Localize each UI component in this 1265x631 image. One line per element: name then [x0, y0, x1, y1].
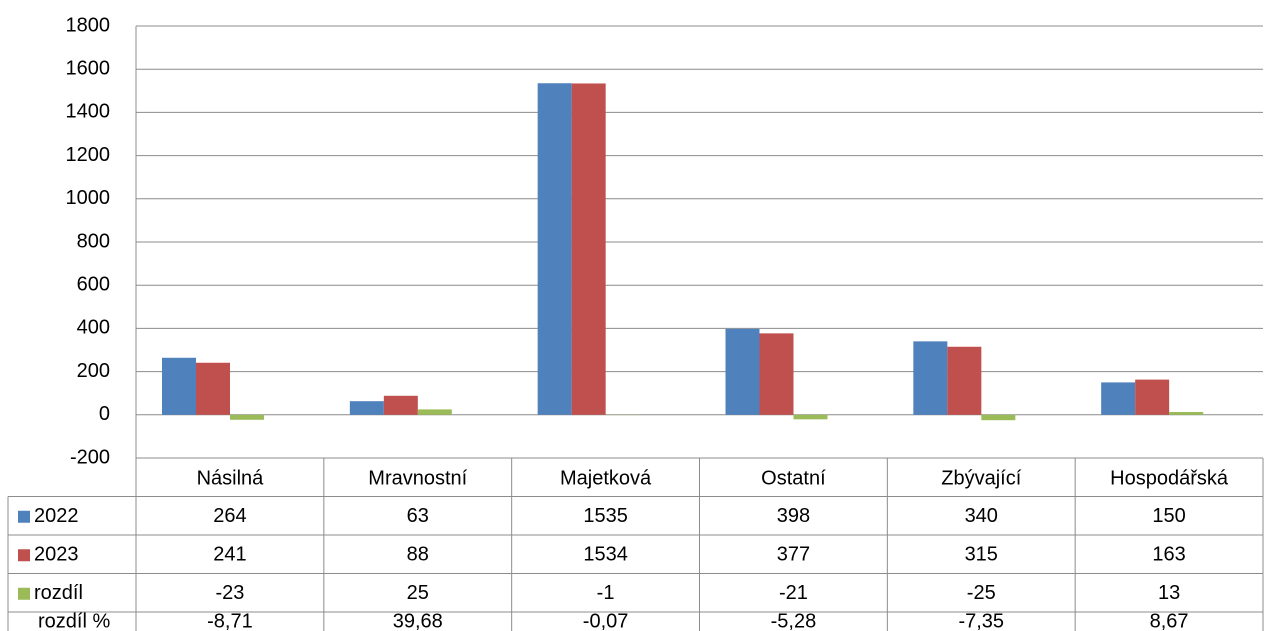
- y-tick-label: 800: [77, 230, 110, 252]
- table-value: -1: [597, 582, 615, 604]
- bar: [417, 409, 452, 415]
- x-tick-label: Hospodářská: [1110, 467, 1229, 489]
- legend-key: [18, 549, 30, 562]
- bar: [162, 357, 196, 415]
- table-value: 1534: [583, 544, 628, 566]
- table-value: -21: [779, 582, 808, 604]
- x-tick-label: Násilná: [197, 467, 265, 489]
- bar: [759, 333, 794, 415]
- legend-key: [18, 587, 30, 600]
- y-tick-label: 1400: [66, 101, 111, 123]
- bar: [981, 414, 1016, 421]
- bar: [1169, 411, 1204, 415]
- table-value: 377: [777, 544, 810, 566]
- bar: [349, 401, 384, 415]
- table-value: 315: [965, 544, 998, 566]
- table-value: 39,68: [393, 610, 443, 631]
- bar: [571, 83, 606, 415]
- table-value: 63: [407, 505, 429, 527]
- bar: [196, 362, 230, 415]
- legend-key: [18, 510, 30, 523]
- y-tick-label: 200: [77, 360, 110, 382]
- legend-label: 2023: [34, 544, 79, 566]
- x-tick-label: Ostatní: [761, 467, 826, 489]
- table-value: -23: [215, 582, 244, 604]
- table-value: 150: [1152, 505, 1185, 527]
- table-value: 1535: [583, 505, 628, 527]
- y-tick-label: 1800: [66, 14, 111, 36]
- x-tick-label: Zbývající: [941, 467, 1021, 489]
- y-tick-label: 1200: [66, 144, 111, 166]
- table-value: 13: [1158, 582, 1180, 604]
- table-value: -7,35: [958, 610, 1004, 631]
- table-value: 241: [213, 544, 246, 566]
- bar: [1135, 379, 1170, 415]
- bar: [537, 83, 572, 415]
- bar: [383, 395, 418, 415]
- table-value: 88: [407, 544, 429, 566]
- legend-label: rozdíl: [34, 582, 83, 604]
- y-tick-label: 400: [77, 317, 110, 339]
- table-value: -8,71: [207, 610, 253, 631]
- y-tick-label: -200: [70, 446, 110, 468]
- bar: [1101, 382, 1136, 415]
- x-tick-label: Mravnostní: [368, 467, 467, 489]
- y-tick-label: 600: [77, 273, 110, 295]
- x-tick-label: Majetková: [560, 467, 652, 489]
- bar: [913, 341, 948, 415]
- table-value: -5,28: [771, 610, 817, 631]
- table-value: 8,67: [1150, 610, 1189, 631]
- y-tick-label: 0: [99, 403, 110, 425]
- bar: [793, 414, 828, 420]
- row-label: rozdíl %: [38, 610, 110, 631]
- table-value: 340: [965, 505, 998, 527]
- table-value: 398: [777, 505, 810, 527]
- legend-label: 2022: [34, 505, 79, 527]
- table-value: 25: [407, 582, 429, 604]
- table-value: -0,07: [583, 610, 629, 631]
- bar: [725, 328, 760, 415]
- bar: [947, 346, 982, 415]
- y-tick-label: 1600: [66, 57, 111, 79]
- table-value: -25: [967, 582, 996, 604]
- y-tick-label: 1000: [66, 187, 111, 209]
- table-value: 264: [213, 505, 246, 527]
- table-value: 163: [1152, 544, 1185, 566]
- bar: [230, 414, 264, 420]
